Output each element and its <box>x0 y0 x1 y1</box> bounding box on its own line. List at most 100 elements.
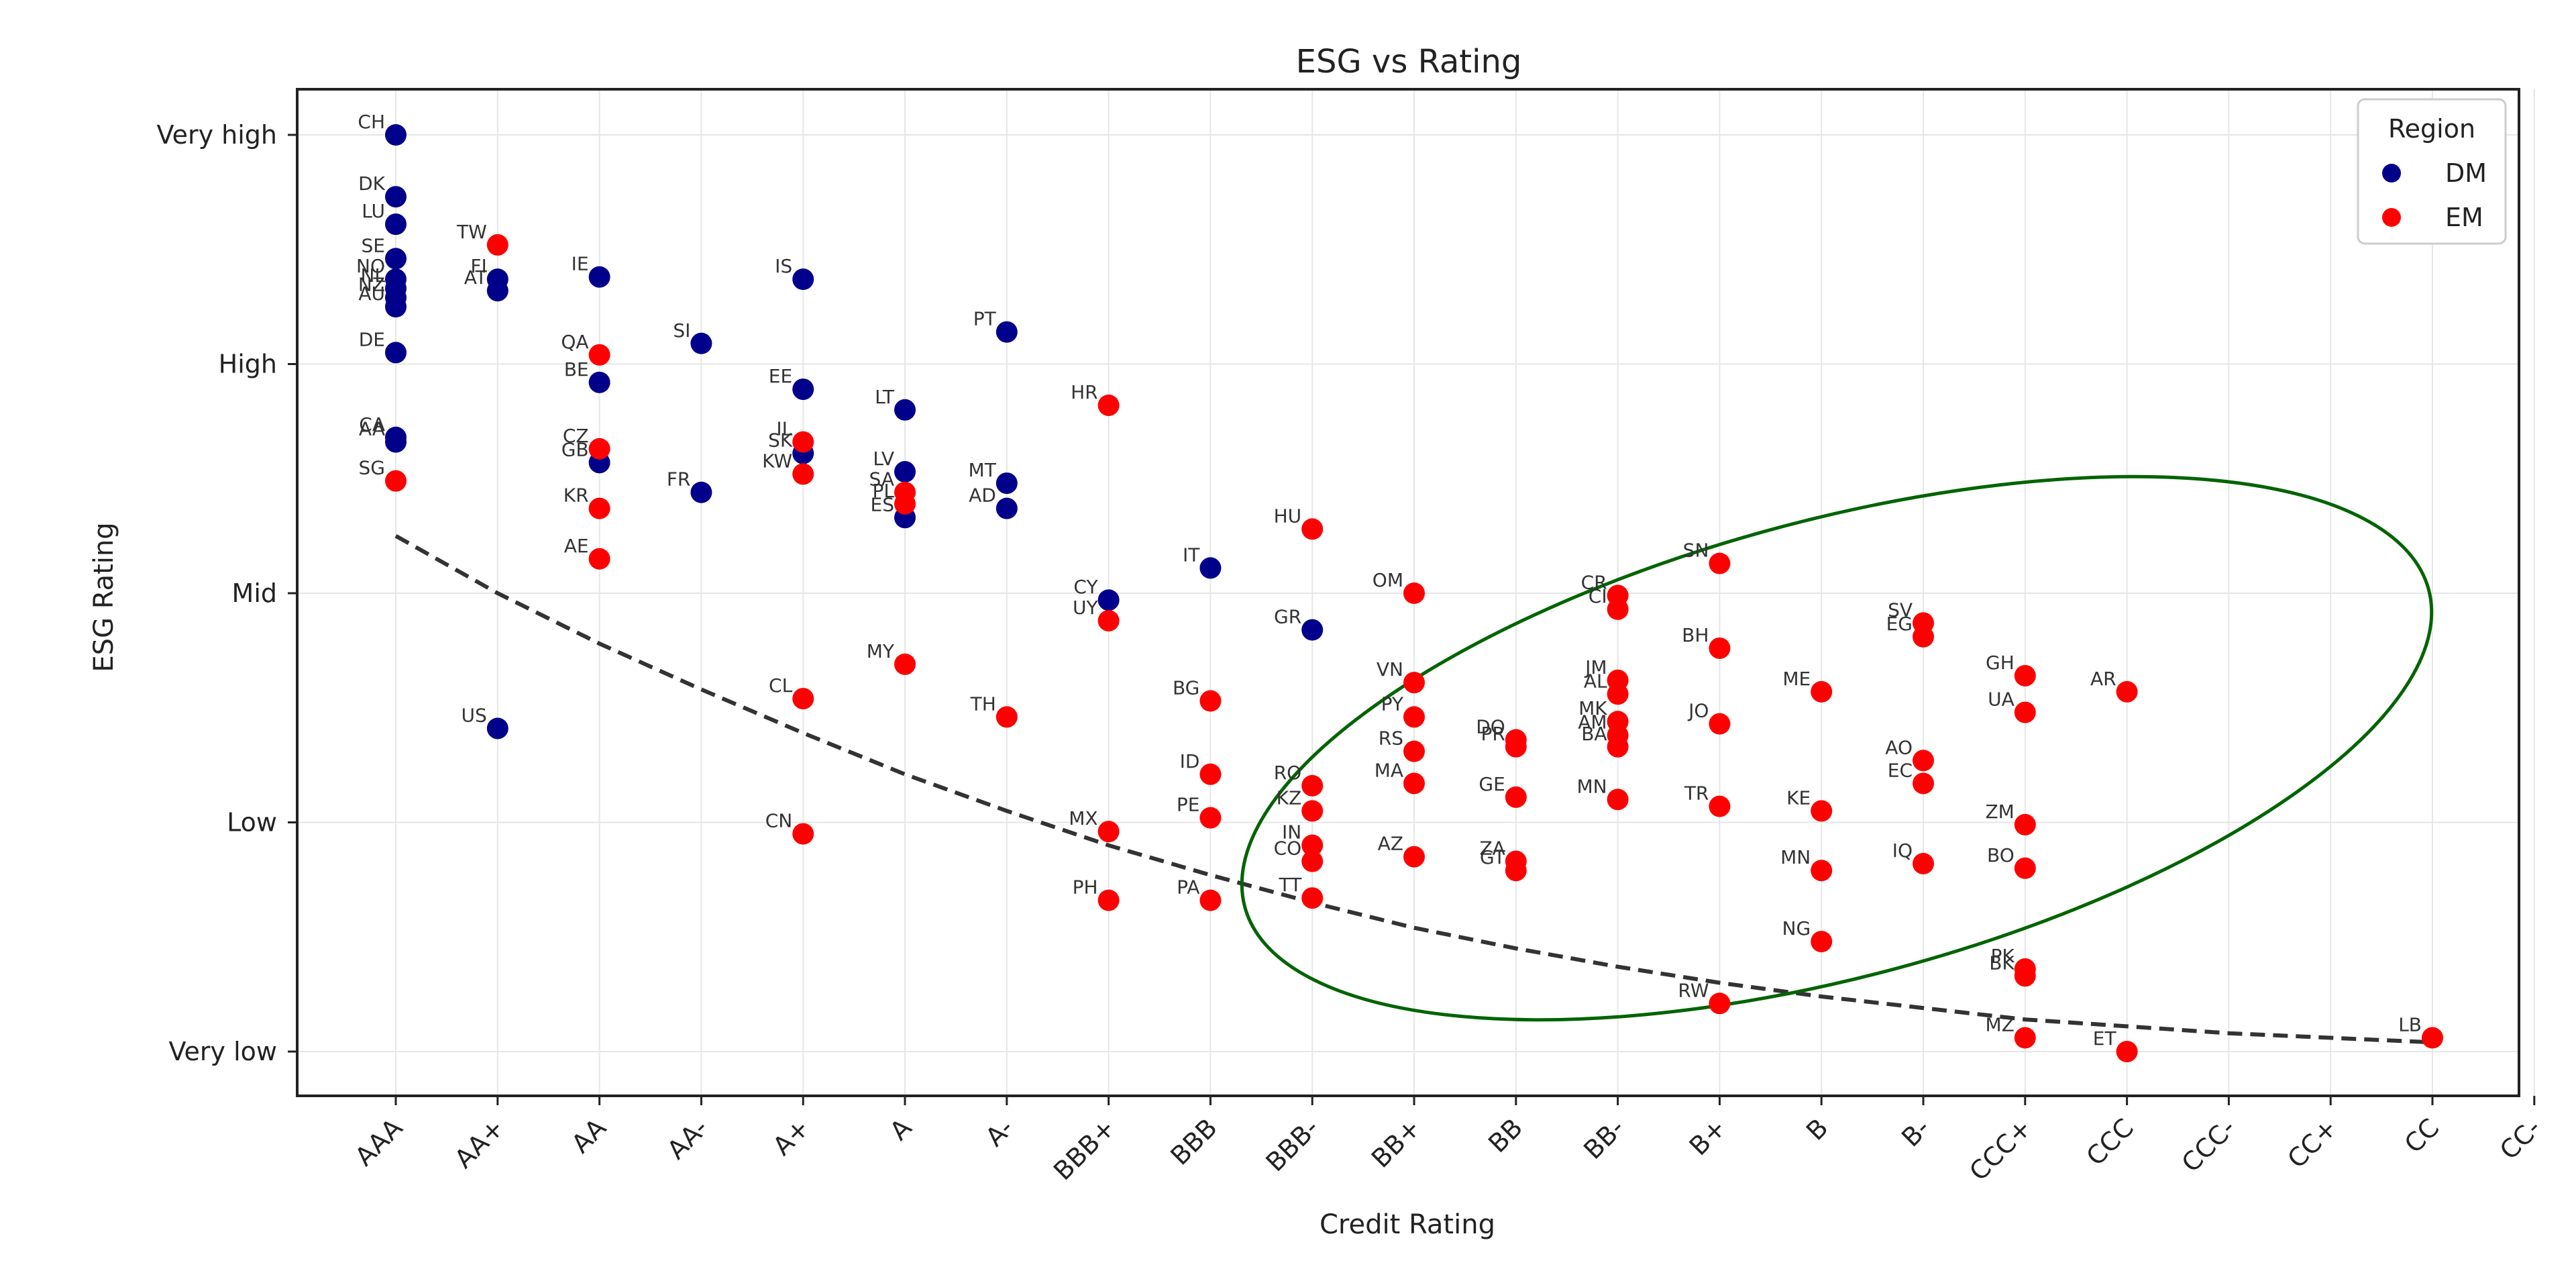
point-label: AL <box>1584 670 1607 692</box>
trend-line-path <box>394 533 2433 1045</box>
point-dm <box>385 186 407 208</box>
point-em <box>792 463 814 485</box>
point-em <box>2014 965 2036 987</box>
point-em <box>1811 680 1833 703</box>
point-label: ME <box>1782 668 1811 690</box>
x-tick-label: CCC+ <box>1964 1113 2037 1186</box>
y-axis-label: ESG Rating <box>89 522 119 672</box>
x-tick-label: AA- <box>661 1113 714 1165</box>
point-label: SE <box>362 234 385 256</box>
x-tick-label: CC- <box>2494 1113 2546 1165</box>
point-em <box>1913 625 1934 648</box>
x-axis-label: Credit Rating <box>1320 1209 1495 1240</box>
point-label: KW <box>762 450 792 472</box>
point-label: LB <box>2398 1014 2422 1036</box>
point-em <box>1301 850 1324 872</box>
point-label: UA <box>1988 689 2015 711</box>
point-dm <box>486 717 508 740</box>
y-tick-label: High <box>219 350 277 379</box>
point-label: UY <box>1073 597 1098 619</box>
point-label: BO <box>1987 844 2015 866</box>
point-label: GR <box>1274 606 1301 628</box>
point-label: FR <box>667 468 691 491</box>
point-label: VN <box>1377 658 1403 680</box>
point-em <box>385 470 407 492</box>
point-dm <box>1097 589 1120 611</box>
point-label: PT <box>973 308 997 330</box>
point-dm <box>588 266 610 288</box>
point-dm <box>1199 557 1222 579</box>
x-tick-label: B+ <box>1684 1113 1732 1161</box>
point-em <box>1607 598 1629 620</box>
x-tick-label: AA+ <box>449 1113 510 1174</box>
point-em <box>1811 860 1833 882</box>
x-tick-label: AA <box>566 1113 612 1159</box>
point-label: MX <box>1069 807 1097 829</box>
point-label: SK <box>768 429 793 452</box>
point-em <box>1301 834 1324 856</box>
y-tick-label: Very low <box>169 1037 278 1066</box>
point-label: AA <box>359 418 385 440</box>
x-tick-label: A <box>884 1113 917 1145</box>
point-label: ET <box>2093 1027 2117 1050</box>
legend-em-marker <box>2382 208 2401 227</box>
point-em <box>1403 740 1425 762</box>
point-em <box>588 344 610 366</box>
point-label: CR <box>1581 571 1607 593</box>
point-label: SA <box>869 468 894 491</box>
point-em <box>894 653 916 675</box>
point-dm <box>486 280 508 302</box>
point-label: MK <box>1578 697 1607 719</box>
point-label: DE <box>359 328 385 350</box>
point-em <box>1199 807 1222 829</box>
point-label: KZ <box>1277 786 1302 809</box>
point-label: AE <box>564 535 589 557</box>
x-tick-label: A+ <box>767 1113 816 1161</box>
legend-dm-marker <box>2382 164 2401 183</box>
legend: Region DM EM <box>2357 98 2507 245</box>
point-em <box>1403 706 1425 728</box>
point-em <box>996 706 1018 728</box>
point-label: ZA <box>1479 837 1505 860</box>
point-em <box>1709 552 1731 574</box>
point-label: AT <box>464 266 488 289</box>
point-label: CA <box>359 413 385 436</box>
point-label: IS <box>775 255 792 277</box>
highlight-ellipse <box>1240 474 2434 1022</box>
point-label: MT <box>969 459 997 481</box>
point-label: PK <box>1991 945 2015 967</box>
point-em <box>2014 813 2036 835</box>
point-label: KR <box>564 485 589 507</box>
point-em <box>1607 788 1629 811</box>
point-label: EC <box>1888 759 1913 781</box>
point-label: IN <box>1282 821 1301 844</box>
point-em <box>1709 992 1731 1015</box>
point-label: SI <box>673 319 690 342</box>
x-tick-label: BB <box>1483 1113 1528 1158</box>
point-label: HR <box>1071 381 1098 403</box>
point-label: OM <box>1373 569 1403 591</box>
point-dm <box>588 371 610 393</box>
x-tick-label: BBB- <box>1260 1113 1324 1177</box>
point-label: IL <box>776 418 792 440</box>
point-label: KE <box>1786 786 1811 809</box>
point-dm <box>385 124 407 146</box>
point-label: MN <box>1780 846 1811 868</box>
legend-em-label: EM <box>2445 203 2483 232</box>
point-label: ES <box>871 493 894 515</box>
x-tick-label: CCC <box>2081 1113 2139 1171</box>
point-label: GT <box>1480 846 1506 868</box>
point-em <box>1811 800 1833 822</box>
point-label: SV <box>1888 599 1913 621</box>
point-em <box>1709 795 1731 817</box>
x-tick-label: CC <box>2399 1113 2445 1159</box>
point-em <box>792 688 814 710</box>
point-label: US <box>462 704 487 726</box>
point-label: IE <box>572 253 589 275</box>
point-label: TW <box>456 221 487 243</box>
point-label: AR <box>2090 668 2116 690</box>
point-dm <box>996 321 1018 343</box>
point-label: PR <box>1481 723 1505 745</box>
point-em <box>2014 664 2036 686</box>
